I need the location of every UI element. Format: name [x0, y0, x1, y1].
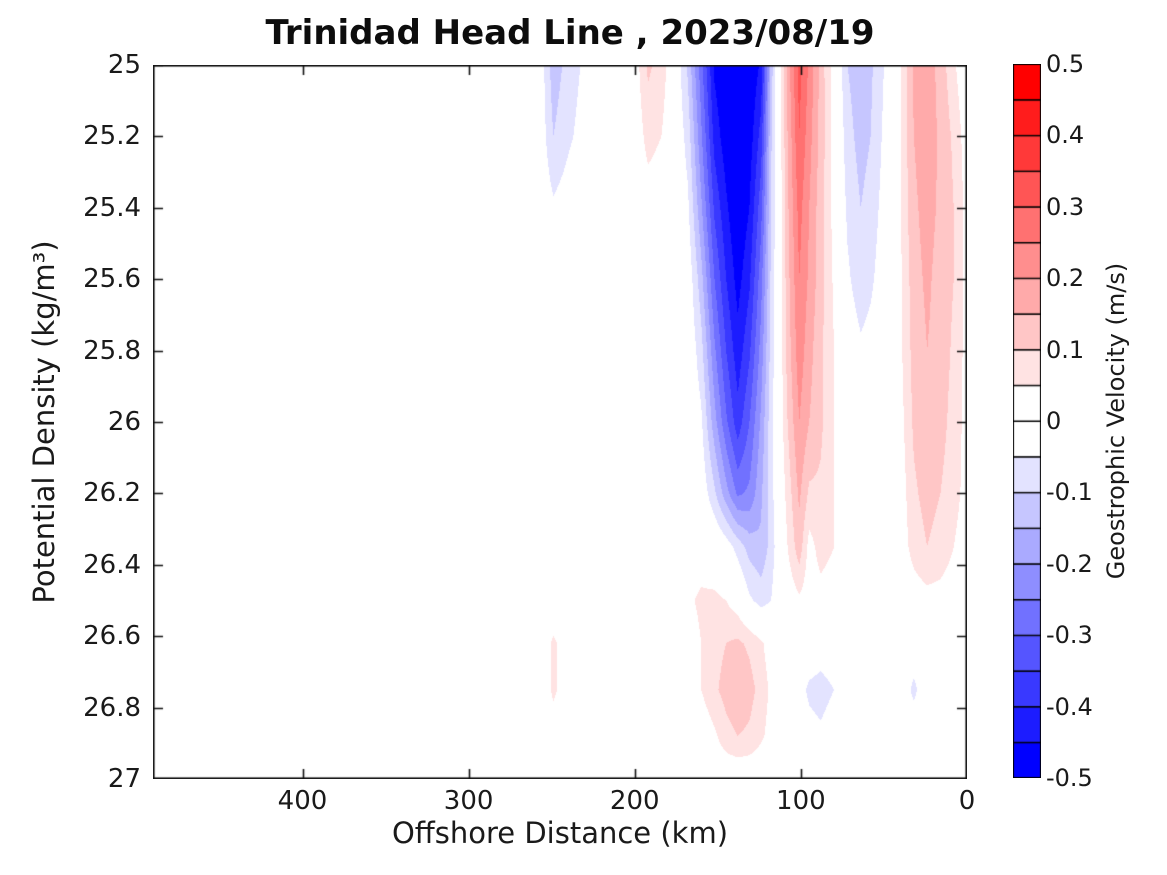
- colorbar-tick-label: -0.3: [1046, 621, 1093, 650]
- colorbar-tick-label: 0.3: [1046, 192, 1085, 221]
- y-tick-label: 25.2: [83, 121, 141, 152]
- x-tick-label: 100: [776, 786, 826, 816]
- y-tick-label: 27: [107, 764, 141, 794]
- y-tick-label: 26.6: [83, 621, 141, 652]
- x-tick-label: 0: [958, 786, 976, 816]
- colorbar-label: Geostrophic Velocity (m/s): [1102, 262, 1130, 580]
- contour-canvas: [153, 65, 967, 779]
- x-tick-label: 300: [443, 786, 494, 816]
- colorbar-tick-label: 0: [1046, 407, 1062, 435]
- colorbar-tick-label: 0.1: [1046, 335, 1085, 364]
- x-tick-label: 200: [609, 786, 660, 816]
- colorbar-tick-label: -0.2: [1046, 549, 1093, 578]
- y-tick-label: 25: [107, 50, 141, 80]
- colorbar-tick-label: 0.2: [1046, 264, 1085, 293]
- plot-title: Trinidad Head Line , 2023/08/19: [265, 13, 875, 53]
- y-tick-label: 26.2: [83, 478, 141, 509]
- colorbar-tick-label: -0.1: [1046, 478, 1093, 507]
- x-tick-label: 400: [277, 786, 328, 816]
- colorbar-tick-label: 0.5: [1046, 50, 1085, 78]
- y-tick-label: 25.4: [83, 192, 141, 223]
- y-tick-label: 26: [107, 407, 141, 437]
- colorbar-tick-label: 0.4: [1046, 121, 1085, 150]
- x-axis-label: Offshore Distance (km): [391, 816, 729, 850]
- colorbar-tick-label: -0.4: [1046, 692, 1093, 721]
- y-tick-label: 25.8: [83, 335, 141, 366]
- colorbar-canvas: [1013, 64, 1041, 778]
- y-tick-label: 26.8: [83, 692, 141, 723]
- y-tick-label: 25.6: [83, 264, 141, 295]
- y-tick-label: 26.4: [83, 549, 141, 580]
- colorbar-tick-label: -0.5: [1046, 764, 1093, 792]
